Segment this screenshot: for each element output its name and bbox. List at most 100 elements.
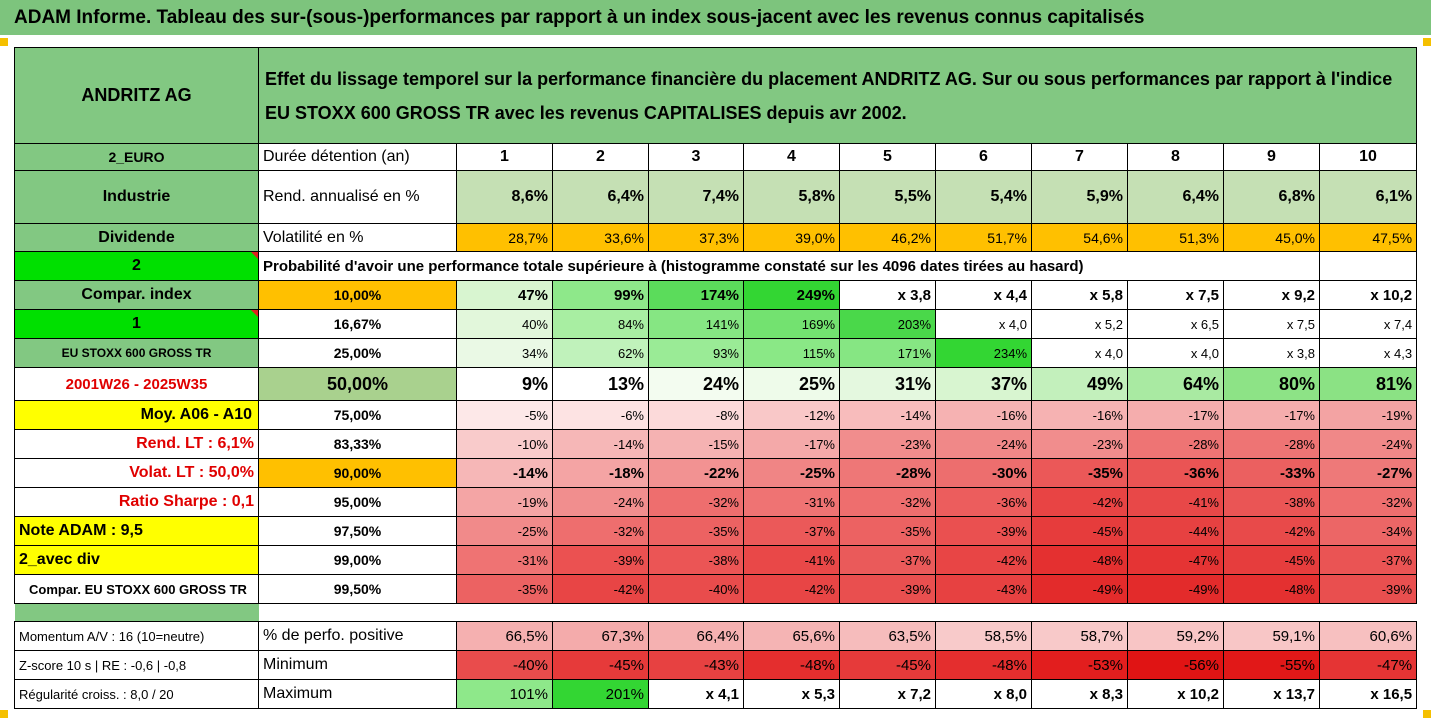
vol-cell: 45,0% xyxy=(1223,223,1320,252)
summary-cell: -47% xyxy=(1318,650,1418,680)
probability-cell: -23% xyxy=(1031,429,1128,459)
summary-cell: -45% xyxy=(552,650,649,680)
probability-cell: -47% xyxy=(1127,545,1224,575)
probability-cell: -12% xyxy=(743,400,840,430)
minimum-label: Minimum xyxy=(258,650,457,680)
probability-level: 83,33% xyxy=(258,429,457,459)
probability-cell: -37% xyxy=(743,516,840,546)
summary-cell: 58,5% xyxy=(935,621,1032,651)
year-header: 6 xyxy=(935,143,1032,171)
probability-cell: 203% xyxy=(839,309,936,339)
vol-cell: 33,6% xyxy=(552,223,649,252)
probability-cell: -45% xyxy=(1031,516,1128,546)
probability-row: 1 16,67% 40% 84% 141% 169% 203% x 4,0 x 5,2 x 6,5… xyxy=(14,309,1418,339)
probability-cell: -41% xyxy=(1127,487,1224,517)
probability-cell: x 5,2 xyxy=(1031,309,1128,339)
vol-cell: 47,5% xyxy=(1318,223,1418,252)
probability-cell: -48% xyxy=(1031,545,1128,575)
side-label-rend-lt: Rend. LT : 6,1% xyxy=(14,429,259,459)
year-header: 9 xyxy=(1223,143,1320,171)
probability-cell: -8% xyxy=(648,400,744,430)
probability-cell: 34% xyxy=(456,338,553,368)
probability-cell: x 3,8 xyxy=(839,280,936,310)
corner-marker xyxy=(1423,710,1431,718)
probability-cell: -30% xyxy=(935,458,1032,488)
probability-cell: -35% xyxy=(648,516,744,546)
probability-cell: -23% xyxy=(839,429,936,459)
summary-cell: 63,5% xyxy=(839,621,936,651)
probability-cell: 84% xyxy=(552,309,649,339)
summary-cell: -45% xyxy=(839,650,936,680)
probability-row: Note ADAM : 9,5 97,50% -25% -32% -35% -37% -35… xyxy=(14,516,1418,546)
probability-row: 2001W26 - 2025W35 50,00% 9% 13% 24% 25% 31% 37%… xyxy=(14,367,1418,401)
probability-cell: -17% xyxy=(1127,400,1224,430)
probability-cell: -37% xyxy=(1318,545,1418,575)
probability-cell: 24% xyxy=(648,367,744,401)
probability-cell: -14% xyxy=(456,458,553,488)
probability-cell: 80% xyxy=(1223,367,1320,401)
summary-cell: -43% xyxy=(648,650,744,680)
side-label-avec-div: 2_avec div xyxy=(14,545,259,575)
table-description: Effet du lissage temporel sur la perform… xyxy=(257,47,1418,144)
probability-cell: x 4,0 xyxy=(935,309,1032,339)
probability-cell: -5% xyxy=(456,400,553,430)
probability-cell: 25% xyxy=(743,367,840,401)
probability-cell: -39% xyxy=(839,574,936,604)
probability-cell: x 9,2 xyxy=(1223,280,1320,310)
summary-cell: -48% xyxy=(935,650,1032,680)
summary-cell: 101% xyxy=(456,679,553,709)
summary-cell: x 8,0 xyxy=(935,679,1032,709)
probability-cell: -28% xyxy=(1127,429,1224,459)
probability-cell: 31% xyxy=(839,367,936,401)
probability-level: 50,00% xyxy=(258,367,457,401)
probability-level: 97,50% xyxy=(258,516,457,546)
probability-cell: -28% xyxy=(839,458,936,488)
rend-cell: 5,4% xyxy=(935,170,1032,224)
probability-cell: -42% xyxy=(743,574,840,604)
side-label-one: 1 xyxy=(14,309,259,339)
probability-cell: -32% xyxy=(648,487,744,517)
probability-level: 10,00% xyxy=(258,280,457,310)
probability-cell: -42% xyxy=(552,574,649,604)
probability-level: 75,00% xyxy=(258,400,457,430)
summary-row: Momentum A/V : 16 (10=neutre)% de perfo.… xyxy=(14,621,1418,651)
probability-row: EU STOXX 600 GROSS TR 25,00% 34% 62% 93% 115%… xyxy=(14,338,1418,368)
description-line-1: Effet du lissage temporel sur la perform… xyxy=(265,68,1393,89)
probability-cell: -17% xyxy=(743,429,840,459)
probability-cell: -10% xyxy=(456,429,553,459)
pct-pos-label: % de perfo. positive xyxy=(258,621,457,651)
side-label-compar-index: Compar. index xyxy=(14,280,259,310)
probability-cell: -49% xyxy=(1127,574,1224,604)
currency-label: 2_EURO xyxy=(14,143,259,171)
probability-cell: 81% xyxy=(1318,367,1418,401)
corner-marker xyxy=(0,710,8,718)
probability-cell: -31% xyxy=(743,487,840,517)
summary-cell: 60,6% xyxy=(1318,621,1418,651)
year-header: 5 xyxy=(839,143,936,171)
probability-cell: -24% xyxy=(935,429,1032,459)
probability-cell: -35% xyxy=(1031,458,1128,488)
summary-cell: x 4,1 xyxy=(648,679,744,709)
probability-cell: 99% xyxy=(552,280,649,310)
probability-cell: x 7,5 xyxy=(1223,309,1320,339)
probability-cell: 115% xyxy=(743,338,840,368)
probability-row: Rend. LT : 6,1% 83,33% -10% -14% -15% -17% -23… xyxy=(14,429,1418,459)
side-label-sharpe: Ratio Sharpe : 0,1 xyxy=(14,487,259,517)
summary-cell: -40% xyxy=(456,650,553,680)
summary-cell: 65,6% xyxy=(743,621,840,651)
probability-cell: 249% xyxy=(743,280,840,310)
side-label-period: 2001W26 - 2025W35 xyxy=(14,367,259,401)
probability-cell: -16% xyxy=(935,400,1032,430)
summary-cell: 66,4% xyxy=(648,621,744,651)
empty-cell xyxy=(1223,251,1320,281)
maximum-label: Maximum xyxy=(258,679,457,709)
side-label-volat-lt: Volat. LT : 50,0% xyxy=(14,458,259,488)
summary-row: Régularité croiss. : 8,0 / 20 Maximum 101%… xyxy=(14,679,1418,709)
sector-label: Industrie xyxy=(14,170,259,224)
rend-cell: 5,5% xyxy=(839,170,936,224)
probability-cell: -28% xyxy=(1223,429,1320,459)
dividend-label: Dividende xyxy=(14,223,259,252)
probability-cell: 141% xyxy=(648,309,744,339)
probability-cell: 49% xyxy=(1031,367,1128,401)
corner-marker xyxy=(1423,38,1431,46)
